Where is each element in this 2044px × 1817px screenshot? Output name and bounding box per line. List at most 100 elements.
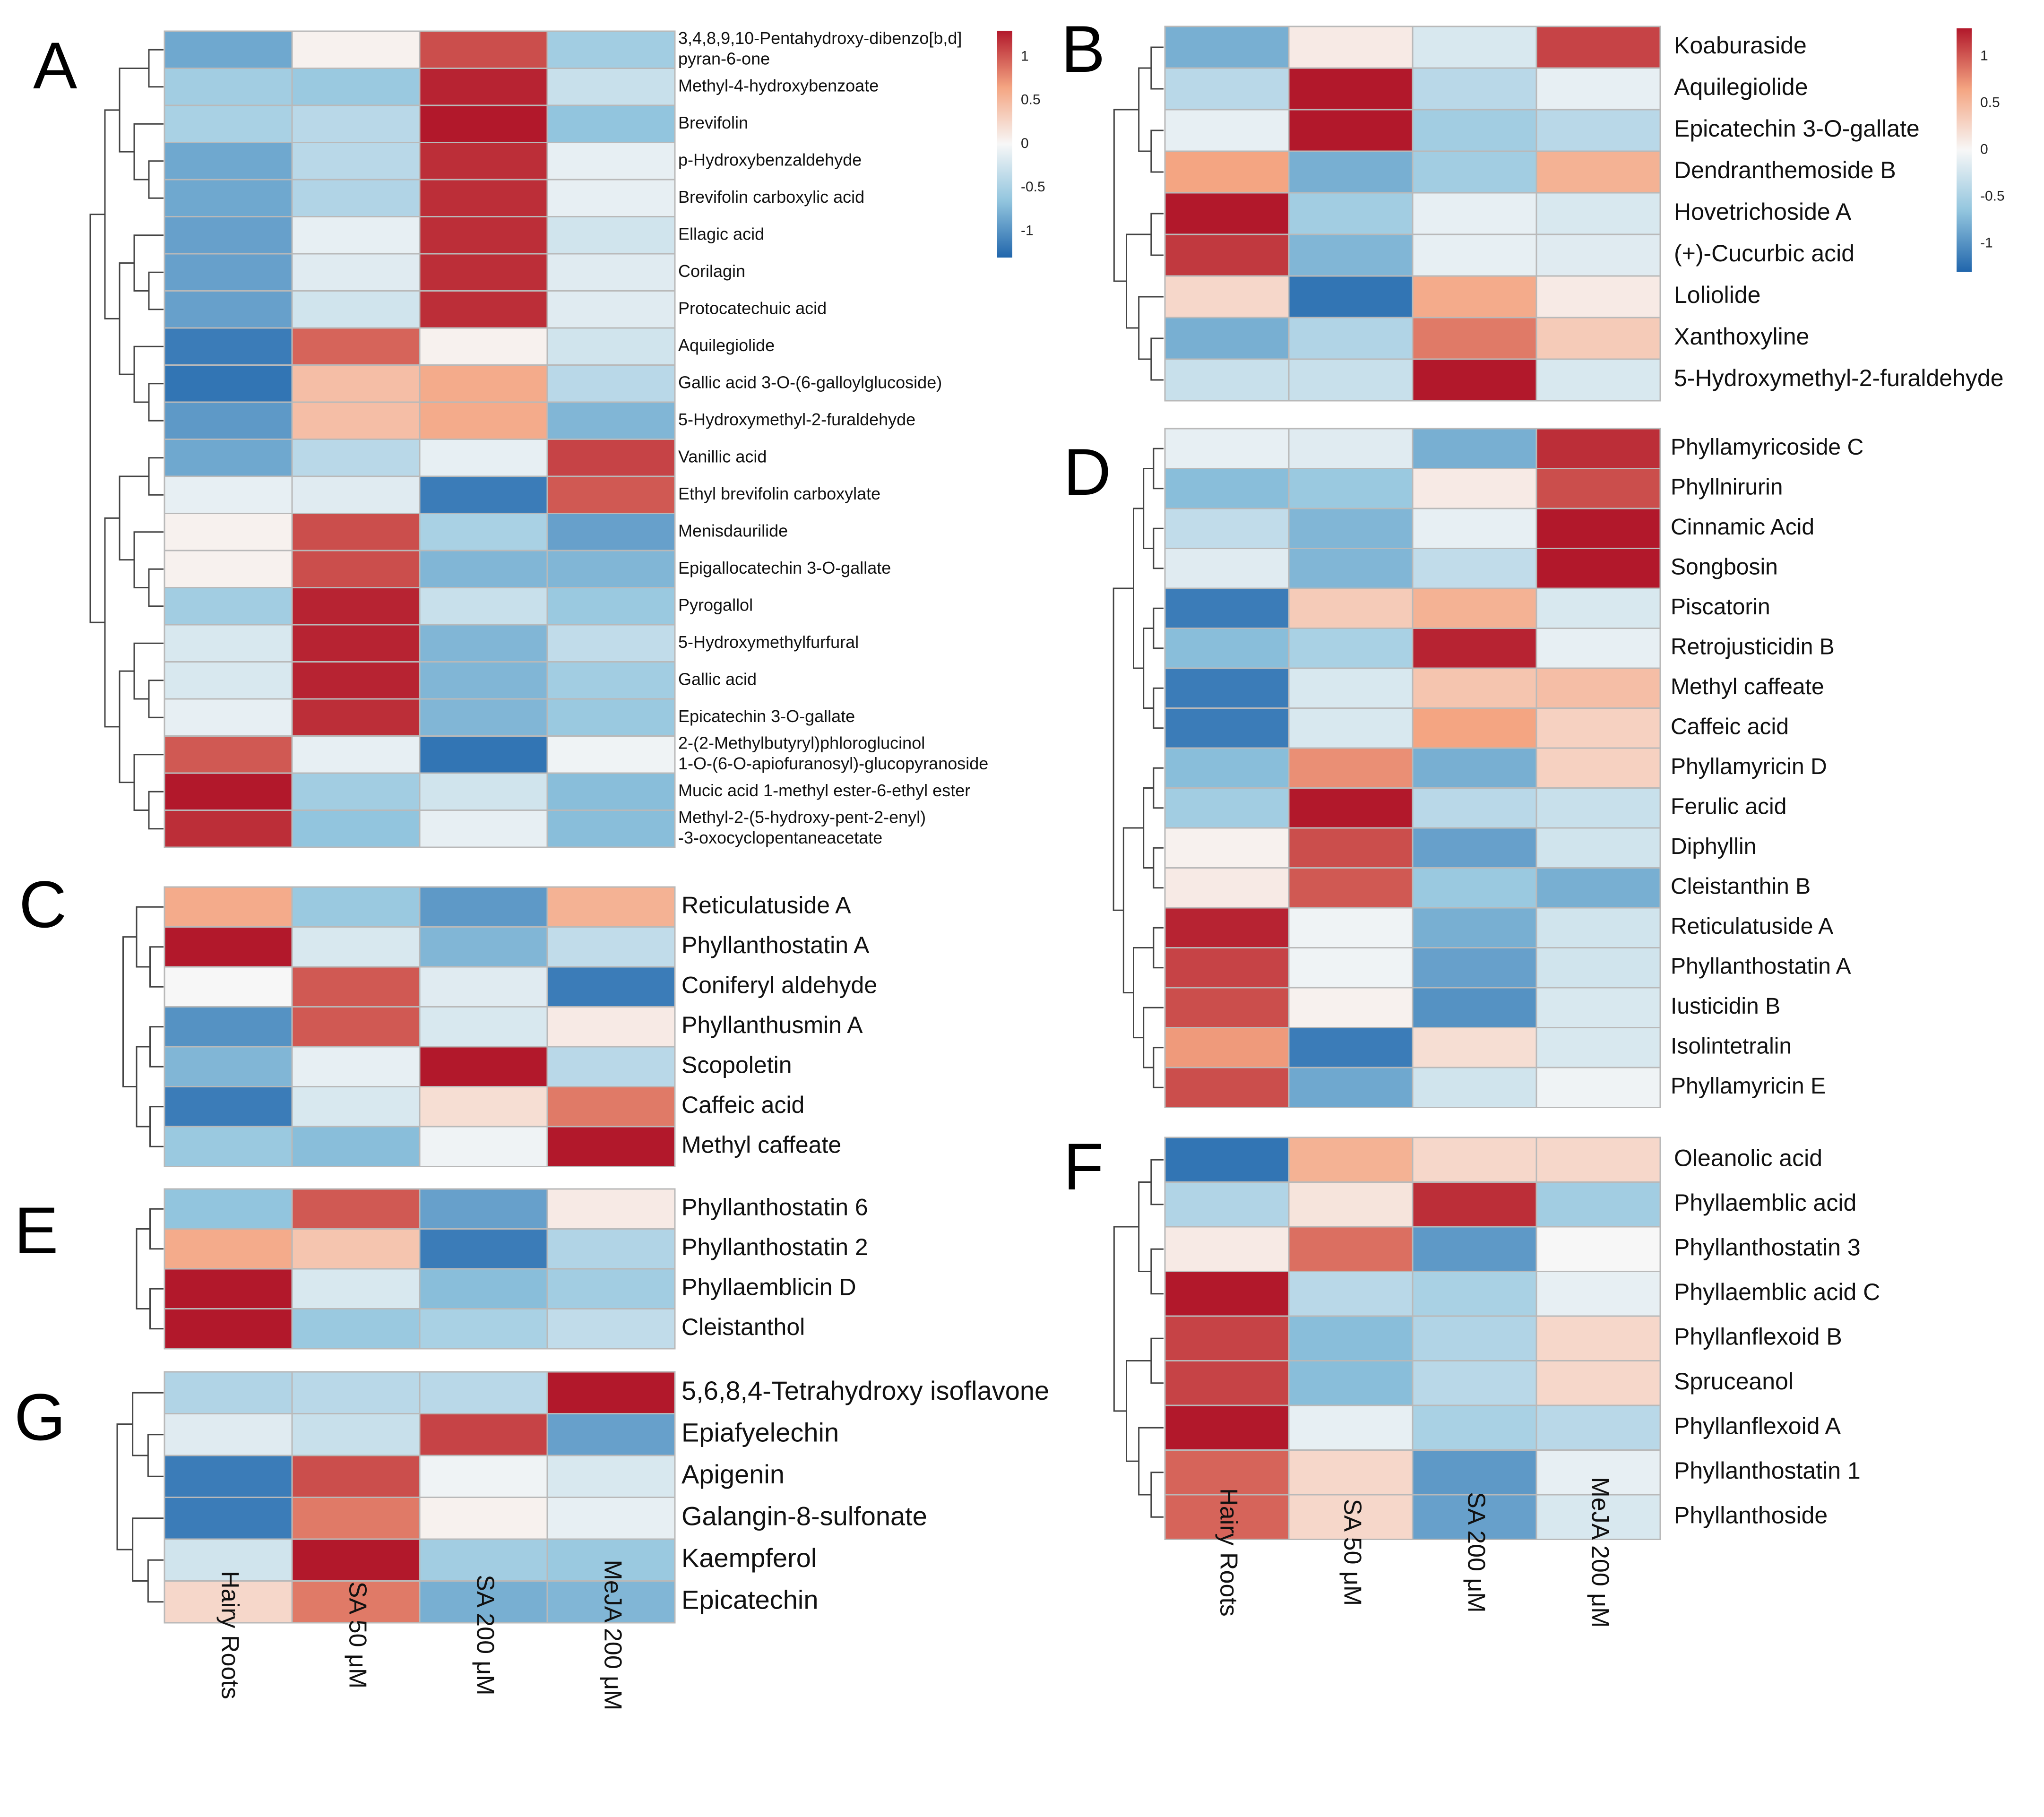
heatmap-cell — [291, 1086, 421, 1128]
dendrogram-branch — [149, 1026, 164, 1068]
heatmap-cell — [1288, 150, 1414, 194]
heatmap-cell — [1535, 275, 1661, 319]
heatmap-cell — [419, 1188, 548, 1230]
row-label: Phyllamyricin E — [1671, 1074, 1826, 1099]
heatmap-cell — [1412, 1226, 1537, 1272]
row-label: Caffeic acid — [681, 1092, 804, 1118]
heatmap-cell — [546, 1006, 676, 1048]
heatmap-cell — [1412, 1360, 1537, 1406]
heatmap-cell — [164, 550, 293, 588]
heatmap-cell — [291, 886, 421, 928]
dendrogram-branch — [1113, 587, 1134, 911]
row-label: Ferulic acid — [1671, 794, 1786, 819]
heatmap-cell — [546, 475, 676, 514]
dendrogram-branch — [148, 49, 164, 88]
dendrogram-branch — [1138, 1181, 1151, 1272]
row-label: Songbosin — [1671, 554, 1778, 579]
row-label: Cleistanthin B — [1671, 874, 1811, 899]
heatmap-cell — [1412, 707, 1537, 749]
heatmap-cell — [419, 513, 548, 551]
heatmap-cell — [1164, 428, 1290, 469]
dendrogram-branch — [148, 568, 164, 607]
panel-label: A — [33, 28, 78, 103]
heatmap-cell — [546, 809, 676, 848]
heatmap-cell — [1412, 867, 1537, 909]
heatmap-cell — [1288, 109, 1414, 152]
heatmap-cell — [164, 1086, 293, 1128]
heatmap-cell — [164, 1455, 293, 1498]
heatmap-cell — [1412, 1067, 1537, 1108]
row-label: Protocatechuic acid — [678, 298, 827, 318]
heatmap-cell — [1412, 1449, 1537, 1496]
heatmap-cell — [546, 550, 676, 588]
row-label: Phyllanthostatin 2 — [681, 1234, 868, 1260]
row-label-line: pyran-6-one — [678, 49, 770, 68]
heatmap-cell — [164, 513, 293, 551]
heatmap-cell — [1535, 1315, 1661, 1361]
row-label: Retrojusticidin B — [1671, 634, 1835, 659]
row-label: 3,4,8,9,10-Pentahydroxy-dibenzo[b,d] pyra… — [678, 28, 962, 68]
heatmap-cell — [1164, 1494, 1290, 1540]
row-label: Phyllanflexoid A — [1674, 1412, 1841, 1439]
legend-tick-label: 1 — [1021, 48, 1029, 64]
heatmap-cell — [1535, 628, 1661, 669]
heatmap-cell — [1288, 867, 1414, 909]
row-label: Ellagic acid — [678, 224, 764, 243]
heatmap-cell — [419, 179, 548, 217]
heatmap-cell — [1535, 548, 1661, 589]
heatmap-cell — [164, 142, 293, 181]
heatmap-cell — [164, 327, 293, 366]
heatmap-cell — [546, 513, 676, 551]
dendrogram-branch — [1153, 847, 1164, 889]
row-label: Brevifolin carboxylic acid — [678, 187, 864, 207]
color-legend-b: 1 0.5 0 -0.5 -1 — [1957, 28, 2005, 272]
heatmap-cell — [546, 698, 676, 737]
dendrogram-branch — [148, 791, 164, 830]
heatmap-cell — [1288, 787, 1414, 829]
dendrogram-branch — [1153, 448, 1164, 490]
heatmap-cell — [291, 1046, 421, 1087]
heatmap-cell — [419, 216, 548, 255]
row-label: Phyllnirurin — [1671, 474, 1783, 499]
heatmap-cell — [546, 926, 676, 968]
dendrogram-branch — [1143, 1007, 1164, 1068]
heatmap-cell — [1288, 275, 1414, 319]
dendrogram-branch — [149, 1288, 164, 1330]
dendrogram-branch — [149, 1106, 164, 1147]
row-label: Aquilegiolide — [678, 336, 775, 355]
heatmap-cell — [546, 1228, 676, 1270]
heatmap-cell — [1412, 192, 1537, 235]
heatmap-cell — [546, 1268, 676, 1309]
heatmap-cell — [419, 1006, 548, 1048]
heatmap-cell — [419, 1228, 548, 1270]
heatmap-cell — [291, 1497, 421, 1540]
row-label: Epicatechin — [681, 1585, 819, 1615]
row-label: Phyllaemblic acid C — [1674, 1279, 1880, 1305]
heatmap-cell — [1412, 827, 1537, 869]
dendrogram-branch — [1150, 1248, 1164, 1295]
row-label: Caffeic acid — [1671, 714, 1789, 739]
row-label: Apigenin — [681, 1459, 785, 1489]
heatmap-cell — [546, 624, 676, 663]
heatmap-cell — [1535, 468, 1661, 509]
heatmap-cell — [1535, 947, 1661, 989]
heatmap-cell — [1164, 1449, 1290, 1496]
dendrogram-branch — [1113, 109, 1139, 282]
heatmap-cell — [546, 290, 676, 329]
row-label: Ethyl brevifolin carboxylate — [678, 484, 880, 503]
panel-d: D Phyllamyricoside C Phyllnirurin Cinnamic … — [1063, 428, 1863, 1108]
heatmap-cell — [1412, 508, 1537, 549]
heatmap-cell — [1412, 1181, 1537, 1228]
heatmap-cell — [419, 926, 548, 968]
heatmap-cell — [1164, 947, 1290, 989]
dendrogram-branch — [1143, 468, 1154, 549]
dendrogram-branch — [148, 680, 164, 718]
heatmap-cell — [1164, 707, 1290, 749]
heatmap-cell — [1164, 827, 1290, 869]
heatmap-cell — [291, 327, 421, 366]
heatmap-cell — [1288, 548, 1414, 589]
heatmap-cell — [419, 1455, 548, 1498]
heatmap-cell — [546, 1188, 676, 1230]
heatmap-cell — [1412, 1027, 1537, 1068]
